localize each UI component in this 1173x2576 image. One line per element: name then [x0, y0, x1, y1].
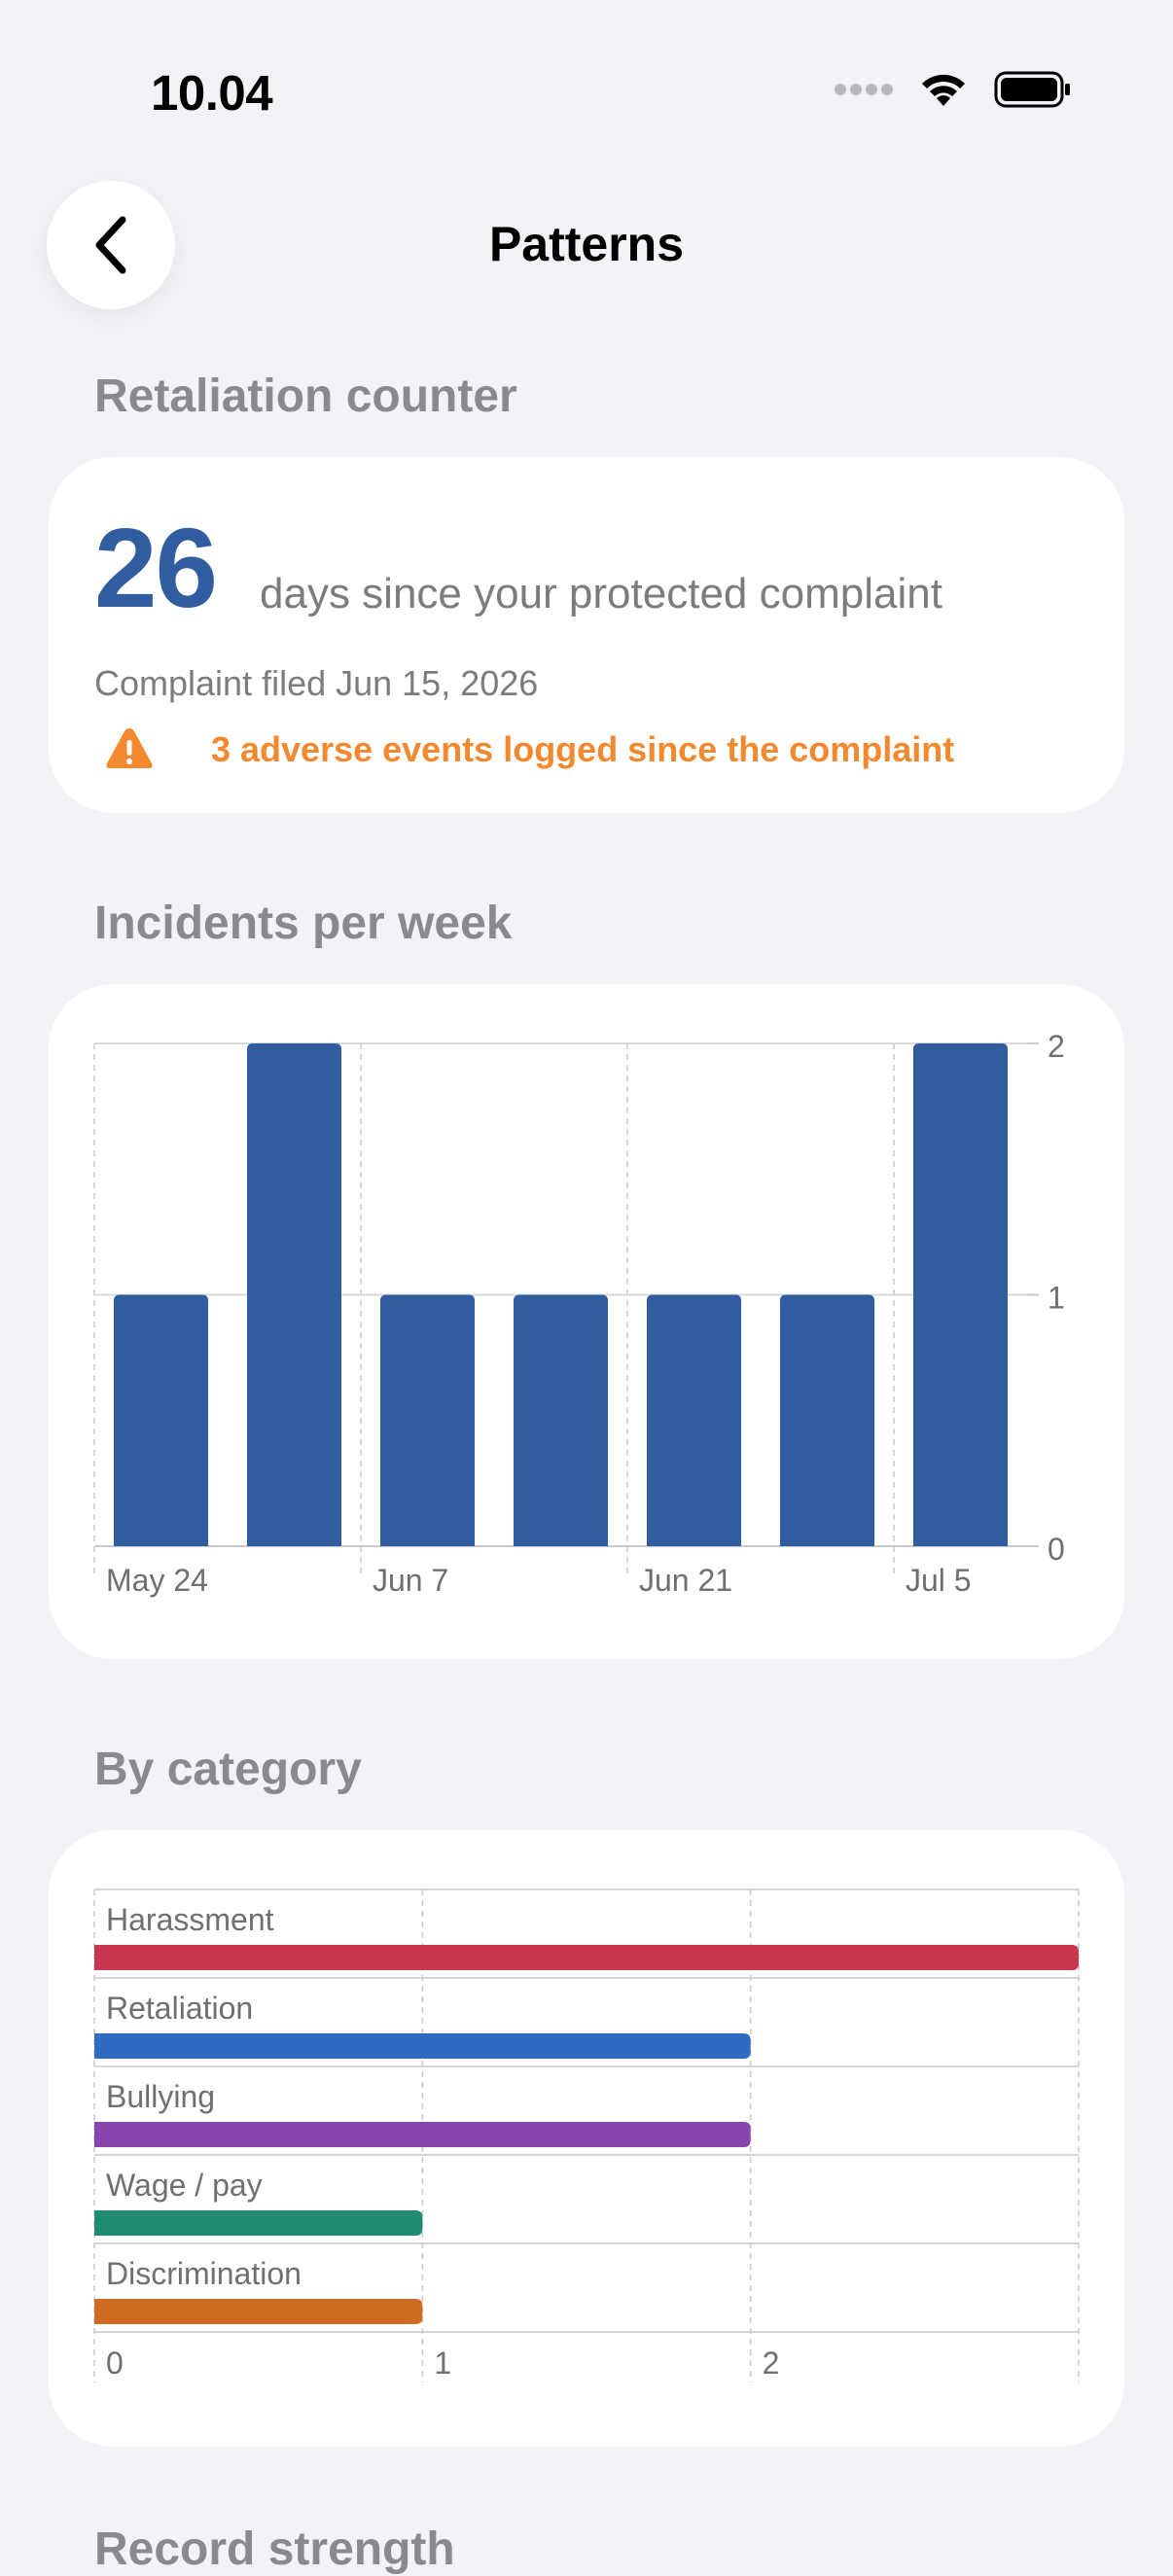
bar-jun-7 [380, 1294, 475, 1546]
x-tick-label: 2 [763, 2346, 780, 2381]
category-label: Retaliation [106, 1991, 253, 2026]
bar-jun-21 [647, 1294, 741, 1546]
category-label: Wage / pay [106, 2168, 263, 2203]
bar-bullying [94, 2122, 751, 2147]
bar-may-24 [114, 1294, 208, 1546]
wifi-icon [922, 74, 965, 106]
bar-wage-pay [94, 2210, 423, 2236]
retaliation-counter-card: 26 days since your protected complaint C… [49, 457, 1124, 813]
x-tick-label: 0 [106, 2346, 124, 2381]
x-tick-label: Jul 5 [906, 1563, 972, 1598]
page-title: Patterns [488, 217, 685, 271]
incidents-section-title: Incidents per week [94, 898, 513, 949]
days-caption: days since your protected complaint [260, 570, 942, 618]
days-count: 26 [94, 505, 218, 631]
y-tick-label: 0 [1048, 1532, 1065, 1567]
category-label: Discrimination [106, 2256, 302, 2291]
bar-may-31 [247, 1043, 341, 1546]
bar-discrimination [94, 2299, 423, 2324]
x-tick-label: Jun 7 [373, 1563, 448, 1598]
incidents-chart-card: 0 1 2 May 24 Jun 7 Jun 21 Jul 5 [49, 984, 1124, 1659]
back-button[interactable] [47, 181, 175, 309]
bar-harassment [94, 1945, 1079, 1970]
status-time: 10.04 [151, 65, 273, 121]
bar-jul-5 [913, 1043, 1008, 1546]
retaliation-section-title: Retaliation counter [94, 371, 517, 422]
x-tick-label: Jun 21 [639, 1563, 732, 1598]
bar-jun-14 [514, 1294, 608, 1546]
battery-icon [994, 71, 1070, 108]
category-chart-card: 0 1 2 Harassment Retaliation Bullying Wage / p… [49, 1830, 1124, 2447]
warning-triangle-icon [106, 728, 153, 768]
category-label: Bullying [106, 2079, 215, 2114]
y-tick-label: 2 [1048, 1029, 1065, 1064]
x-tick-label: 1 [434, 2346, 451, 2381]
by-category-chart: 0 1 2 Harassment Retaliation Bullying Wage / p… [93, 1888, 1080, 2382]
x-tick-label: May 24 [106, 1563, 208, 1598]
category-label: Harassment [106, 1902, 274, 1937]
cellular-signal-icon [835, 84, 893, 95]
category-section-title: By category [94, 1744, 362, 1795]
adverse-events-warning: 3 adverse events logged since the compla… [211, 729, 955, 769]
complaint-filed-date: Complaint filed Jun 15, 2026 [94, 663, 539, 703]
y-tick-label: 1 [1048, 1281, 1065, 1316]
chevron-left-icon [95, 216, 126, 274]
incidents-per-week-chart: 0 1 2 May 24 Jun 7 Jun 21 Jul 5 [93, 1029, 1065, 1598]
bar-jun-28 [780, 1294, 874, 1546]
bar-retaliation [94, 2033, 751, 2059]
status-icons [835, 70, 1072, 109]
